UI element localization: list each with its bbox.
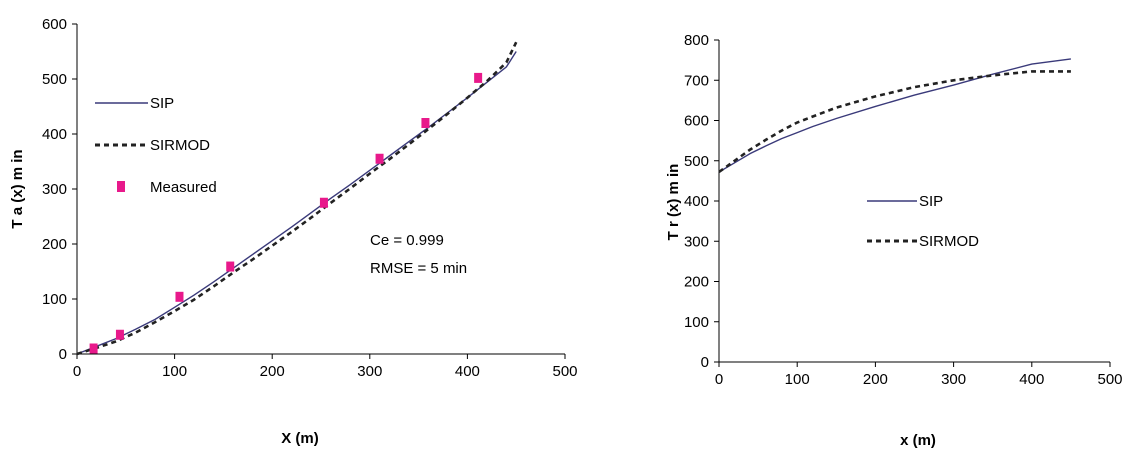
- series-measured-marker: [115, 329, 124, 340]
- y-tick-label: 0: [701, 354, 709, 371]
- x-tick-label: 400: [1019, 371, 1044, 388]
- series-sip-line: [718, 58, 1071, 173]
- x-tick-label: 500: [552, 363, 577, 380]
- series-measured-marker: [375, 153, 384, 164]
- y-tick-label: 700: [684, 72, 709, 89]
- y-tick-label: 0: [59, 346, 67, 363]
- annotation-text: RMSE = 5 min: [370, 260, 467, 277]
- y-tick-label: 200: [42, 236, 67, 253]
- y-axis-title: T r (x) m in: [665, 164, 682, 241]
- series-measured-marker: [226, 261, 235, 272]
- y-tick-label: 200: [684, 274, 709, 291]
- y-tick-label: 500: [42, 71, 67, 88]
- x-tick-label: 0: [715, 371, 723, 388]
- legend-label-measured: Measured: [150, 179, 217, 196]
- y-tick-label: 600: [684, 113, 709, 130]
- legend-label-sirmod: SIRMOD: [150, 137, 210, 154]
- x-tick-label: 300: [941, 371, 966, 388]
- x-tick-label: 300: [357, 363, 382, 380]
- series-sirmod-line: [718, 70, 1071, 174]
- y-tick-label: 100: [684, 314, 709, 331]
- y-tick-label: 400: [684, 193, 709, 210]
- y-tick-label: 100: [42, 291, 67, 308]
- y-tick-label: 600: [42, 16, 67, 33]
- legend-label-sip: SIP: [919, 193, 943, 210]
- series-measured-marker: [474, 72, 483, 83]
- x-axis-title: X (m): [281, 430, 319, 447]
- x-tick-label: 200: [260, 363, 285, 380]
- series-sirmod-line: [76, 41, 518, 356]
- x-tick-label: 0: [73, 363, 81, 380]
- legend-swatch-measured: [117, 181, 125, 192]
- legend-label-sirmod: SIRMOD: [919, 233, 979, 250]
- y-tick-label: 800: [684, 32, 709, 49]
- y-tick-label: 400: [42, 126, 67, 143]
- y-axis-title: T a (x) m in: [9, 149, 26, 228]
- legend-label-sip: SIP: [150, 95, 174, 112]
- chart-recession-time: 0 100 200 300 400 500 0 100 200 300 400 500 600 700 80…: [665, 32, 1123, 449]
- series-measured-marker: [89, 343, 98, 354]
- y-tick-label: 300: [684, 233, 709, 250]
- series-measured-marker: [319, 197, 328, 208]
- x-tick-label: 100: [162, 363, 187, 380]
- x-tick-label: 500: [1097, 371, 1122, 388]
- y-tick-label: 300: [42, 181, 67, 198]
- x-tick-label: 400: [455, 363, 480, 380]
- series-sip-line: [76, 51, 517, 355]
- series-measured-marker: [421, 118, 430, 128]
- x-tick-label: 200: [863, 371, 888, 388]
- x-tick-label: 100: [785, 371, 810, 388]
- annotation-text: Ce = 0.999: [370, 232, 444, 249]
- x-axis-title: x (m): [900, 432, 936, 449]
- y-tick-label: 500: [684, 153, 709, 170]
- chart-arrival-time: 0 100 200 300 400 500 0 100 200 300 400 500 600 X (m)…: [9, 16, 578, 447]
- series-measured-marker: [175, 291, 184, 302]
